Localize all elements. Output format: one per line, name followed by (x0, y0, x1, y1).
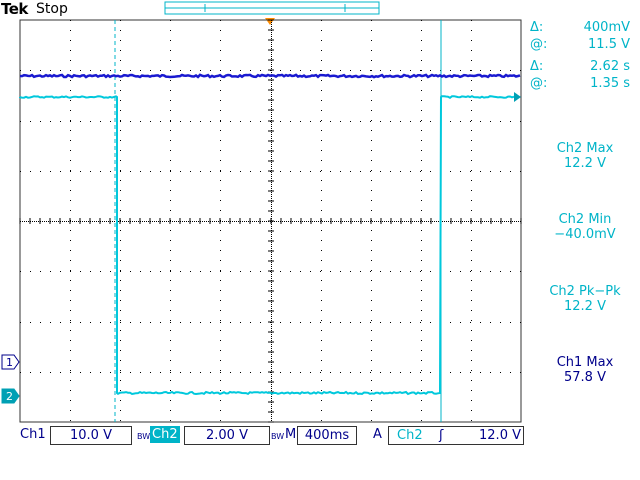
ch1-waveform (19, 73, 521, 79)
ch2-waveform (19, 95, 515, 396)
trigger-level-marker[interactable] (514, 92, 521, 102)
ch1-bw-indicator: BW (137, 432, 151, 441)
measurement-ch2-max: Ch2 Max 12.2 V (556, 141, 614, 171)
trigger-position-marker[interactable] (265, 18, 275, 25)
acquisition-state: Stop (36, 1, 68, 17)
timebase-value[interactable]: 400ms (297, 426, 357, 445)
svg-text:1: 1 (6, 356, 13, 369)
ch1-scale[interactable]: 10.0 V (50, 426, 132, 445)
ch2-scale[interactable]: 2.00 V (184, 426, 270, 445)
ch1-ground-marker[interactable]: 1 (1, 354, 20, 370)
trigger-source: Ch2 (397, 428, 423, 443)
trigger-settings[interactable]: Ch2 ʃ 12.0 V (388, 426, 524, 445)
ch2-bw-indicator: BW (271, 432, 285, 441)
svg-text:2: 2 (6, 390, 13, 403)
trigger-slope-icon: ʃ (439, 428, 444, 443)
ch2-ground-marker[interactable]: 2 (1, 388, 20, 404)
measurement-ch2-min: Ch2 Min −40.0mV (554, 212, 616, 242)
graticule-grid (19, 19, 522, 423)
trigger-label: A (373, 427, 382, 442)
measurement-ch2-pkpk: Ch2 Pk−Pk 12.2 V (549, 284, 621, 314)
trigger-level: 12.0 V (479, 428, 521, 443)
record-length-indicator (164, 1, 380, 15)
brand-logo: Tek (1, 0, 28, 18)
timebase-label: M (285, 427, 297, 442)
measurement-ch1-max: Ch1 Max 57.8 V (556, 355, 614, 385)
ch1-label[interactable]: Ch1 (20, 427, 46, 442)
ch2-label[interactable]: Ch2 (150, 426, 180, 443)
